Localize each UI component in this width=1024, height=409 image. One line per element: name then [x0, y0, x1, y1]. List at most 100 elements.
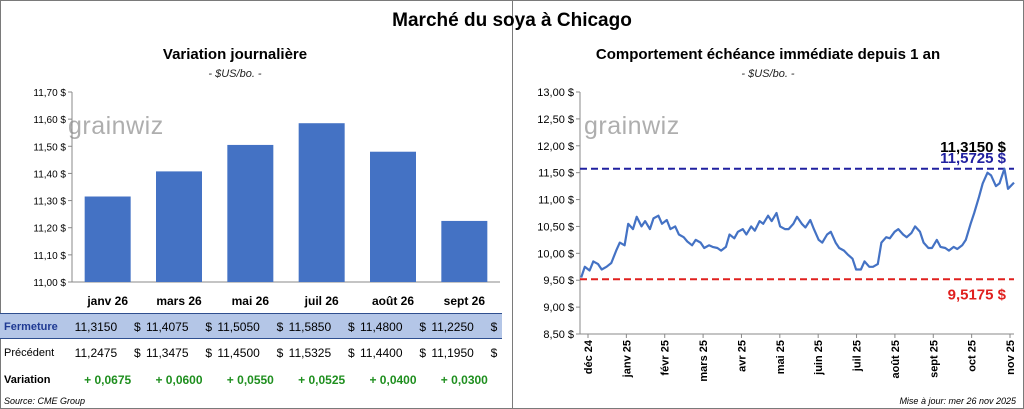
cell-currency: $ [276, 320, 284, 334]
y-tick-label: 11,70 $ [33, 88, 66, 99]
table-cell: 11,2475 $ [73, 340, 143, 366]
cell-value: + 0,0525 [298, 373, 346, 387]
y-tick-label: 13,00 $ [537, 87, 574, 99]
cell-value: 11,3475 [146, 346, 189, 360]
page-title: Marché du soya à Chicago [392, 10, 632, 31]
price-series-line [580, 167, 1015, 278]
right-chart-unit: - $US/bo. - [741, 68, 795, 80]
y-tick-label: 11,00 $ [33, 278, 66, 289]
table-cell: 11,4400 $ [358, 340, 428, 366]
y-tick-label: 11,00 $ [538, 195, 574, 207]
line-chart: 8,50 $ 9,00 $ 9,50 $ 10,00 $ 10,50 $ 11,00 $ 1… [537, 87, 1017, 382]
x-tick-label: sept 26 [444, 294, 486, 308]
row-label: Variation [4, 374, 51, 386]
x-tick-label: juil 26 [304, 294, 339, 308]
cell-value: 11,2475 [74, 346, 118, 360]
x-tick-label: sept 25 [928, 340, 940, 378]
table-cell: 11,5050 $ [215, 314, 285, 340]
source-note: Source: CME Group [4, 396, 86, 406]
x-tick-label: mai 26 [232, 294, 270, 308]
y-tick-label: 11,50 $ [538, 168, 574, 180]
cell-currency: $ [205, 346, 212, 360]
cell-currency: $ [205, 320, 212, 334]
y-tick-label: 9,50 $ [543, 275, 574, 287]
bar [298, 123, 345, 282]
x-tick-label: juil 25 [852, 340, 864, 372]
right-chart-title: Comportement échéance immédiate depuis 1… [595, 46, 941, 63]
cell-value: 11,4075 [146, 320, 189, 334]
table-cell: 11,4500 $ [215, 340, 285, 366]
cell-value: 11,4400 [360, 346, 403, 360]
y-tick-label: 8,50 $ [543, 329, 574, 341]
table-cell: 11,5325 $ [287, 340, 357, 366]
y-tick-label: 9,00 $ [543, 302, 574, 314]
x-tick-label: mars 26 [156, 294, 202, 308]
cell-value: 11,5850 [288, 320, 332, 334]
cell-currency: $ [276, 346, 284, 360]
y-tick-label: 11,10 $ [33, 251, 66, 262]
table-cell: + 0,0675 [73, 367, 143, 393]
cell-value: 11,5050 [217, 320, 260, 334]
cell-currency: $ [490, 320, 498, 334]
cell-value: 11,4500 [217, 346, 260, 360]
cell-currency: $ [133, 320, 141, 334]
update-note: Mise à jour: mer 26 nov 2025 [899, 396, 1016, 406]
bar-chart: 11,00 $ 11,10 $ 11,20 $ 11,30 $ 11,40 $ 11,50… [33, 88, 500, 308]
x-tick-label: août 26 [372, 294, 414, 308]
table-cell: 11,3475 $ [144, 340, 214, 366]
row-label: Précédent [4, 347, 55, 359]
cell-value: + 0,0400 [369, 373, 417, 387]
table-cell: + 0,0600 [144, 367, 214, 393]
table-cell: 11,3150 $ [73, 314, 143, 340]
cell-currency: $ [347, 346, 355, 360]
bar [84, 196, 131, 282]
x-tick-label: nov 25 [1005, 340, 1017, 375]
grainwiz-logo: grainwiz [68, 112, 164, 140]
cell-value: 11,4800 [360, 320, 403, 334]
cell-currency: $ [133, 346, 141, 360]
cell-currency: $ [347, 320, 355, 334]
x-tick-label: mai 25 [775, 340, 787, 374]
table-cell: 11,4800 $ [358, 314, 428, 340]
cell-currency: $ [419, 320, 426, 334]
bar [156, 171, 202, 282]
table-row-variation: Variation + 0,0675 + 0,0600 + 0,0550 + 0,05… [0, 367, 502, 393]
x-tick-label: févr 25 [660, 340, 672, 375]
cell-value: 11,3150 [74, 320, 118, 334]
table-cell: 11,5850 $ [287, 314, 357, 340]
cell-value: 11,2250 [431, 320, 474, 334]
cell-value: + 0,0550 [226, 373, 274, 387]
y-tick-label: 12,50 $ [537, 114, 574, 126]
x-tick-label: août 25 [890, 340, 902, 379]
high-price-label: 11,5725 $ [940, 150, 1007, 167]
x-tick-label: janv 26 [86, 294, 128, 308]
cell-value: 11,5325 [288, 346, 332, 360]
low-price-label: 9,5175 $ [948, 286, 1007, 303]
table-cell: 11,2250 $ [429, 314, 499, 340]
bar [227, 144, 274, 282]
table-cell: + 0,0525 [287, 367, 357, 393]
panel-divider [512, 0, 513, 409]
table-cell: + 0,0400 [358, 367, 428, 393]
bar [441, 220, 488, 282]
y-tick-label: 11,30 $ [33, 197, 66, 208]
x-tick-label: oct 25 [967, 340, 979, 372]
table-row-precedent: Précédent 11,2475 $11,3475 $11,4500 $11,532… [0, 340, 502, 366]
y-tick-label: 10,00 $ [537, 248, 574, 260]
bar [370, 151, 416, 282]
y-tick-label: 11,20 $ [33, 224, 66, 235]
cell-value: 11,1950 [431, 346, 474, 360]
left-chart-unit: - $US/bo. - [208, 68, 262, 80]
y-tick-label: 11,50 $ [33, 142, 66, 153]
grainwiz-logo-right: grainwiz [584, 112, 680, 140]
table-row-fermeture: Fermeture 11,3150 $11,4075 $11,5050 $11,585… [0, 313, 502, 339]
table-cell: + 0,0550 [215, 367, 285, 393]
y-tick-label: 11,40 $ [33, 169, 66, 180]
x-tick-label: juin 25 [813, 340, 825, 376]
table-cell: 11,1950 $ [429, 340, 499, 366]
cell-currency: $ [419, 346, 426, 360]
table-cell: + 0,0300 [429, 367, 499, 393]
last-price-label: 11,3150 $ [940, 139, 1007, 156]
x-tick-label: déc 24 [583, 339, 595, 374]
x-tick-label: janv 25 [621, 340, 633, 378]
